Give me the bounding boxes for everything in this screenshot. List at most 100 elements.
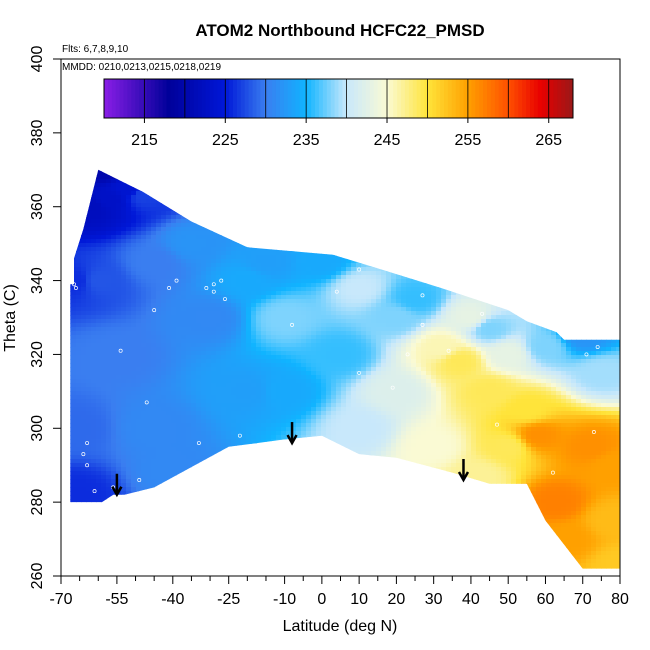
field-cell — [516, 223, 522, 228]
field-cell — [86, 131, 92, 136]
field-cell — [381, 191, 387, 196]
field-cell — [286, 131, 292, 136]
field-cell — [531, 123, 537, 128]
field-cell — [551, 123, 557, 128]
field-cell — [116, 135, 122, 140]
field-cell — [601, 195, 607, 200]
field-cell — [251, 227, 257, 232]
field-cell — [376, 215, 382, 220]
field-cell — [496, 123, 502, 128]
field-cell — [351, 131, 357, 136]
field-cell — [591, 99, 597, 104]
field-cell — [461, 169, 467, 172]
field-cell — [491, 199, 497, 204]
field-cell — [231, 123, 237, 128]
field-cell — [96, 147, 102, 152]
field-cell — [116, 127, 122, 132]
field-cell — [456, 187, 462, 192]
field-cell — [211, 169, 217, 172]
field-cell — [351, 231, 357, 236]
field-cell — [616, 215, 621, 220]
field-cell — [221, 195, 227, 200]
field-cell — [161, 175, 167, 180]
field-cell — [311, 175, 317, 180]
field-cell — [511, 199, 517, 204]
field-cell — [551, 159, 557, 164]
field-cell — [411, 215, 417, 220]
field-cell — [446, 63, 452, 68]
field-cell — [436, 127, 442, 132]
field-cell — [301, 179, 307, 184]
field-cell — [246, 159, 252, 164]
field-cell — [376, 63, 382, 68]
field-cell — [241, 207, 247, 212]
field-cell — [541, 211, 547, 216]
field-cell — [216, 227, 222, 232]
field-cell — [336, 215, 342, 220]
field-cell — [101, 163, 107, 168]
field-cell — [591, 143, 597, 148]
field-cell — [181, 215, 187, 220]
field-cell — [481, 187, 487, 192]
field-cell — [331, 127, 337, 132]
field-cell — [386, 155, 392, 160]
field-cell — [461, 215, 467, 220]
field-cell — [346, 63, 352, 68]
field-cell — [206, 139, 212, 144]
field-cell — [561, 195, 567, 200]
field-cell — [601, 159, 607, 164]
field-cell — [266, 183, 272, 188]
field-cell — [96, 215, 102, 220]
field-cell — [481, 139, 487, 144]
field-cell — [421, 227, 427, 232]
field-cell — [501, 147, 507, 152]
field-cell — [301, 127, 307, 132]
field-cell — [271, 231, 277, 236]
field-cell — [121, 211, 127, 216]
field-cell — [556, 203, 562, 208]
field-cell — [456, 63, 462, 68]
field-cell — [241, 169, 247, 172]
field-cell — [386, 151, 392, 156]
field-cell — [266, 211, 272, 216]
field-cell — [226, 219, 232, 224]
field-cell — [251, 139, 257, 144]
field-cell — [396, 231, 402, 236]
field-cell — [501, 179, 507, 184]
field-cell — [581, 107, 587, 112]
field-cell — [276, 203, 282, 208]
field-cell — [246, 123, 252, 128]
field-cell — [296, 195, 302, 200]
field-cell — [341, 227, 347, 232]
field-cell — [381, 169, 387, 172]
field-cell — [81, 207, 87, 212]
field-cell — [541, 179, 547, 184]
field-cell — [316, 195, 322, 200]
field-cell — [356, 195, 362, 200]
field-cell — [326, 223, 332, 228]
field-cell — [66, 155, 72, 160]
field-cell — [66, 107, 72, 112]
field-cell — [91, 163, 97, 168]
field-cell — [321, 235, 327, 240]
field-cell — [476, 127, 482, 132]
field-cell — [461, 175, 467, 180]
field-cell — [616, 79, 622, 84]
field-cell — [306, 207, 312, 212]
field-cell — [381, 63, 387, 68]
field-cell — [591, 103, 597, 108]
field-cell — [361, 219, 367, 224]
field-cell — [501, 171, 507, 176]
field-cell — [501, 139, 507, 144]
field-cell — [296, 219, 302, 224]
field-cell — [616, 155, 622, 160]
field-cell — [416, 123, 422, 128]
field-cell — [531, 207, 537, 212]
field-cell — [541, 159, 547, 164]
field-cell — [401, 179, 407, 184]
field-cell — [86, 159, 92, 164]
field-cell — [491, 123, 497, 128]
field-cell — [391, 199, 397, 204]
field-cell — [161, 207, 167, 212]
field-cell — [431, 151, 437, 156]
